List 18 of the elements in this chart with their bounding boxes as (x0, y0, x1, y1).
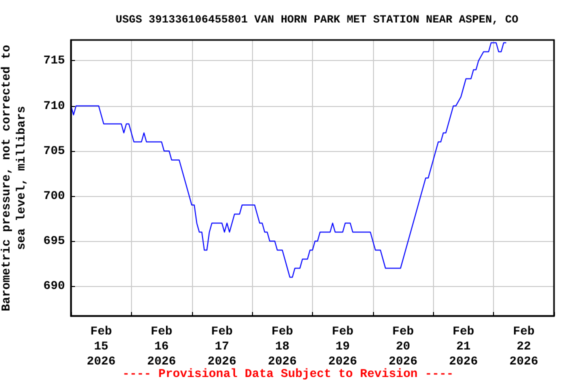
y-tick-label: 695 (43, 234, 65, 248)
x-tick-label: Feb 15 2026 (86, 324, 116, 368)
x-tick-label: Feb 16 2026 (147, 324, 176, 368)
y-tick-label: 710 (43, 98, 65, 113)
x-tick-label: Feb 17 2026 (208, 324, 236, 368)
y-axis-title: Barometric pressure, not corrected to sea level, millibars (0, 44, 28, 312)
y-tick-label: 690 (43, 279, 65, 294)
y-tick-label: 705 (43, 144, 65, 158)
chart-title: USGS 391336106455801 VAN HORN PARK MET STATION NEAR ASPEN, CO (116, 14, 519, 26)
y-tick-label: 715 (43, 54, 65, 68)
text: ---- Provisional Data Subject to Revision ---- (122, 367, 454, 381)
x-tick-label: Feb 18 2026 (268, 324, 297, 368)
y-tick-label: 700 (43, 189, 65, 204)
x-tick-label: Feb 20 2026 (388, 324, 418, 368)
x-tick-label: Feb 22 2026 (509, 324, 538, 368)
x-tick-label: Feb 21 2026 (449, 324, 478, 368)
line-series (70, 42, 507, 278)
x-tick-label: Feb 19 2026 (328, 324, 358, 368)
